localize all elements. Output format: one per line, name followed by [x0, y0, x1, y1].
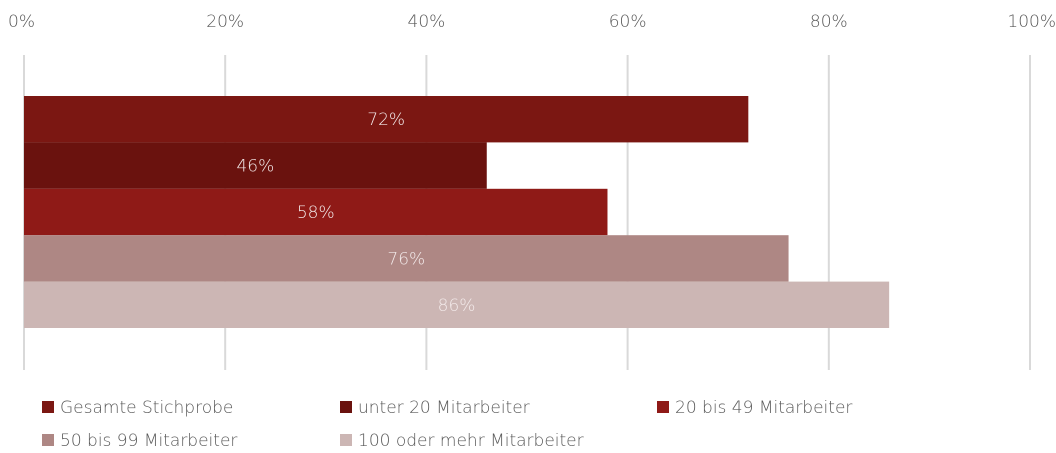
x-tick-label: 80%	[810, 12, 848, 32]
bar	[24, 188, 608, 236]
bar	[24, 142, 487, 189]
value-label: 58%	[297, 203, 335, 223]
x-tick-label: 100%	[1007, 12, 1056, 32]
legend-label: Gesamte Stichprobe	[60, 398, 233, 418]
bar	[24, 96, 749, 143]
legend-swatch	[657, 401, 669, 413]
legend-swatch	[340, 434, 352, 446]
bar	[24, 281, 890, 328]
value-label: 76%	[387, 249, 425, 269]
legend-swatch	[340, 401, 352, 413]
legend-swatch	[42, 401, 54, 413]
x-tick-label: 60%	[609, 12, 647, 32]
legend-label: unter 20 Mitarbeiter	[358, 398, 530, 418]
value-label: 46%	[236, 157, 274, 177]
legend-label: 20 bis 49 Mitarbeiter	[675, 398, 852, 418]
legend-swatch	[42, 434, 54, 446]
x-tick-label: 40%	[408, 12, 446, 32]
legend-label: 50 bis 99 Mitarbeiter	[60, 431, 237, 451]
value-label: 72%	[367, 110, 405, 130]
x-tick-label: 0%	[8, 12, 35, 32]
value-label: 86%	[438, 296, 476, 316]
bar	[24, 235, 789, 282]
x-tick-label: 20%	[206, 12, 244, 32]
legend-label: 100 oder mehr Mitarbeiter	[358, 431, 584, 451]
